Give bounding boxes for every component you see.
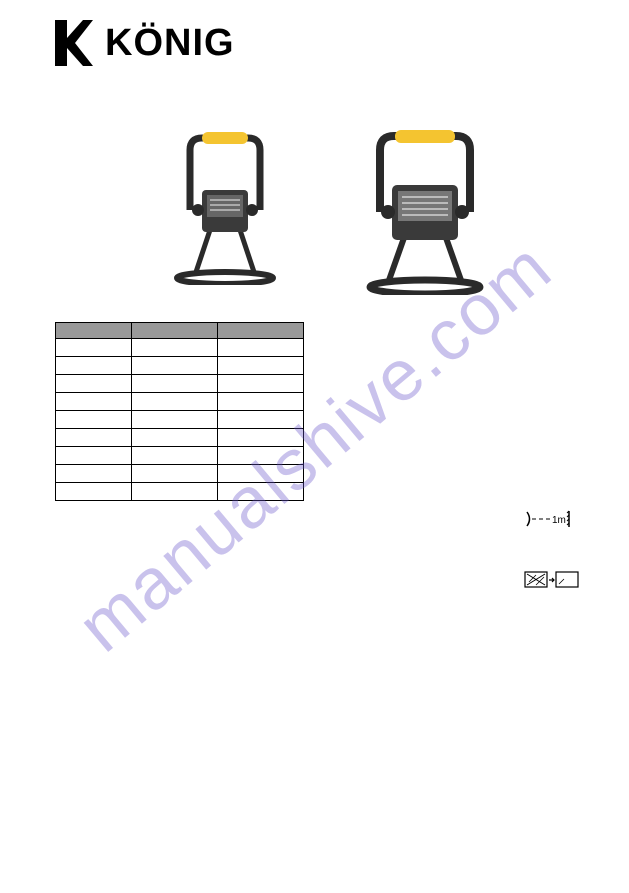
svg-text:1m: 1m — [552, 515, 566, 526]
spec-table — [55, 322, 304, 501]
table-row — [56, 465, 304, 483]
product-image-left — [160, 130, 290, 300]
table-header-3 — [218, 323, 304, 339]
brand-logo: KÖNIG — [55, 20, 235, 66]
table-row — [56, 429, 304, 447]
table-row — [56, 411, 304, 429]
brand-name: KÖNIG — [105, 22, 235, 65]
table-row — [56, 375, 304, 393]
table-row — [56, 339, 304, 357]
spec-table-container — [55, 322, 304, 501]
table-header-1 — [56, 323, 132, 339]
product-image-right — [350, 130, 500, 300]
table-header-2 — [132, 323, 218, 339]
product-images-container — [160, 130, 500, 300]
distance-icon: 1m — [524, 508, 579, 535]
table-row — [56, 357, 304, 375]
table-row — [56, 483, 304, 501]
table-row — [56, 447, 304, 465]
table-row — [56, 393, 304, 411]
table-header-row — [56, 323, 304, 339]
glass-replace-icon — [524, 570, 579, 595]
logo-icon — [55, 20, 93, 66]
safety-icons-container: 1m — [524, 508, 579, 630]
